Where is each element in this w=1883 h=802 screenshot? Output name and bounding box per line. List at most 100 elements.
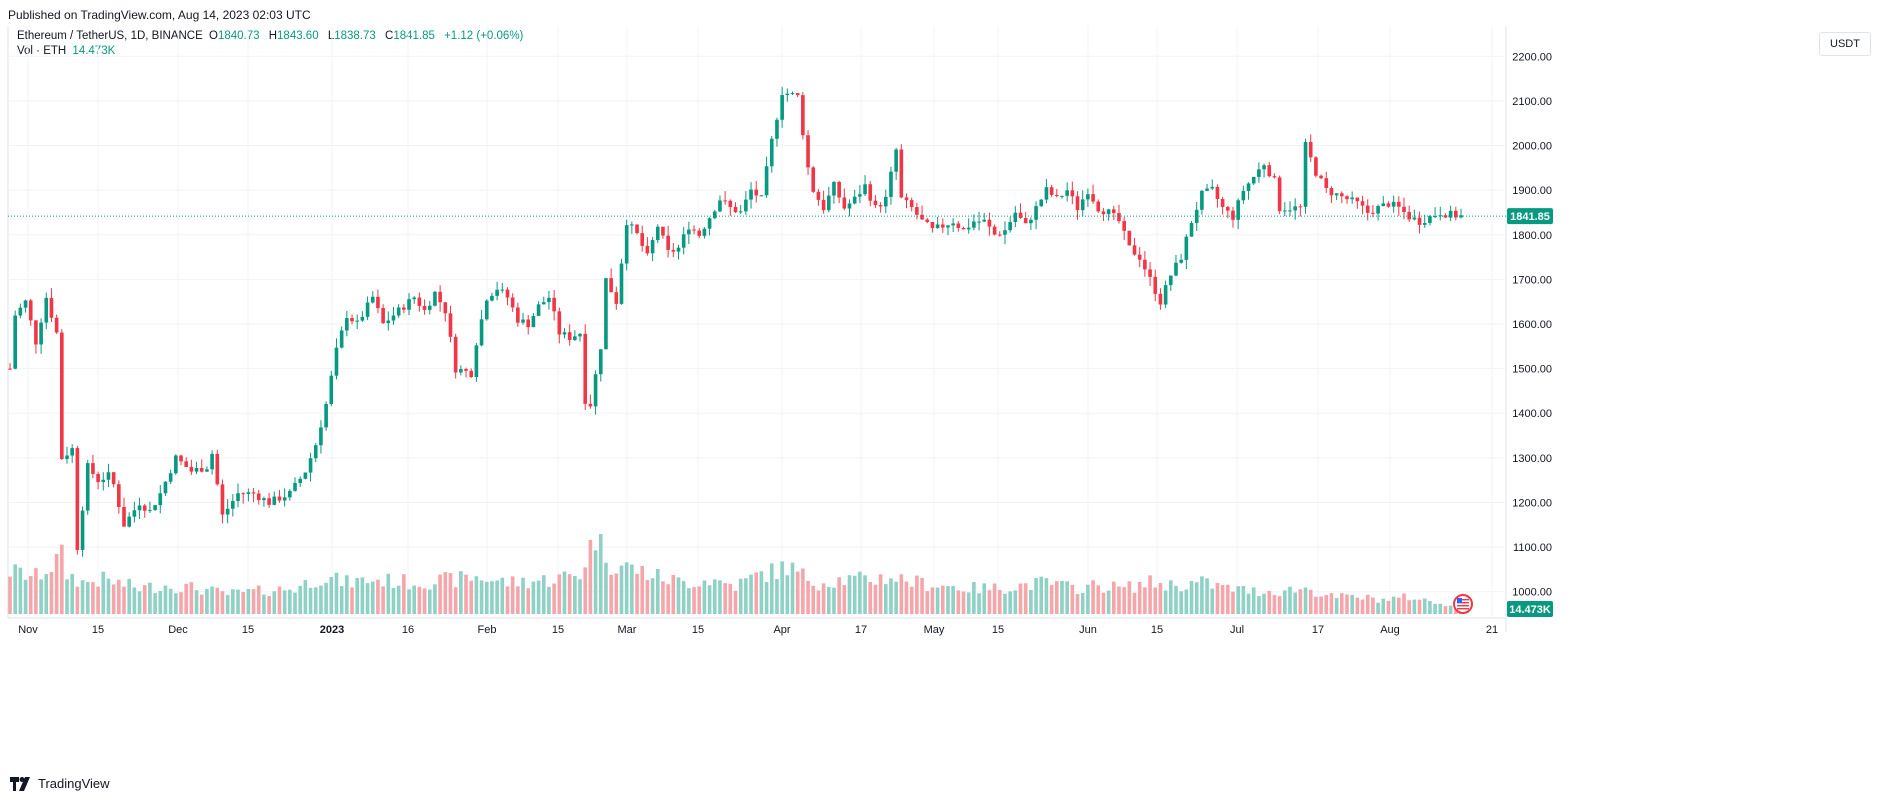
candle-body[interactable] (920, 214, 924, 220)
candle-body[interactable] (127, 516, 132, 527)
candle-body[interactable] (308, 458, 313, 473)
candle-body[interactable] (754, 189, 759, 196)
candle-body[interactable] (179, 455, 183, 462)
candle-body[interactable] (91, 463, 95, 474)
candle-body[interactable] (1106, 209, 1111, 215)
candle-body[interactable] (438, 291, 442, 303)
candle-body[interactable] (640, 233, 645, 246)
candle-body[interactable] (1023, 218, 1028, 224)
candle-body[interactable] (417, 297, 422, 306)
candle-body[interactable] (1272, 176, 1277, 178)
candle-body[interactable] (733, 206, 738, 213)
candle-body[interactable] (987, 219, 992, 227)
candle-body[interactable] (469, 370, 474, 377)
candle-body[interactable] (293, 482, 297, 491)
candle-body[interactable] (1220, 198, 1225, 207)
candle-body[interactable] (101, 479, 106, 483)
candle-body[interactable] (8, 368, 12, 370)
candle-body[interactable] (946, 225, 950, 228)
candle-body[interactable] (1277, 177, 1282, 212)
candle-body[interactable] (1215, 186, 1220, 199)
candle-body[interactable] (1298, 206, 1303, 208)
candle-body[interactable] (961, 227, 966, 230)
candle-body[interactable] (966, 227, 971, 230)
candle-body[interactable] (1054, 194, 1059, 197)
candle-body[interactable] (370, 296, 375, 303)
candle-body[interactable] (526, 319, 531, 328)
candle-body[interactable] (355, 320, 360, 322)
candle-body[interactable] (536, 304, 541, 316)
candle-body[interactable] (288, 490, 292, 498)
candle-body[interactable] (972, 221, 976, 228)
candle-body[interactable] (728, 200, 733, 207)
candle-body[interactable] (319, 427, 323, 446)
candle-body[interactable] (1417, 217, 1422, 225)
candle-body[interactable] (334, 347, 339, 376)
candle-body[interactable] (1158, 293, 1163, 305)
candle-body[interactable] (474, 345, 479, 377)
candle-body[interactable] (1267, 165, 1272, 177)
candle-body[interactable] (614, 292, 619, 304)
candle-body[interactable] (1060, 195, 1064, 197)
candle-body[interactable] (1303, 141, 1308, 207)
candle-body[interactable] (749, 189, 753, 200)
candle-body[interactable] (769, 138, 774, 167)
candle-body[interactable] (645, 245, 650, 254)
candle-body[interactable] (1236, 200, 1240, 220)
candle-body[interactable] (1065, 190, 1069, 196)
candle-body[interactable] (635, 224, 639, 234)
candle-body[interactable] (220, 484, 225, 515)
candle-body[interactable] (655, 226, 660, 241)
candle-body[interactable] (873, 200, 878, 206)
candle-body[interactable] (1308, 141, 1313, 158)
currency-selector[interactable]: USDT (1819, 32, 1871, 56)
candle-body[interactable] (521, 319, 525, 323)
candle-body[interactable] (598, 349, 603, 375)
candle-body[interactable] (785, 93, 790, 96)
candle-body[interactable] (1319, 175, 1323, 179)
candle-body[interactable] (1003, 230, 1007, 235)
candle-body[interactable] (904, 197, 909, 201)
candle-body[interactable] (940, 224, 945, 228)
candle-body[interactable] (1153, 276, 1158, 294)
candle-body[interactable] (1008, 222, 1012, 231)
candle-body[interactable] (402, 307, 406, 310)
candle-body[interactable] (396, 307, 401, 316)
candle-body[interactable] (1438, 215, 1443, 217)
candle-body[interactable] (80, 510, 85, 551)
candle-body[interactable] (930, 222, 935, 228)
candle-body[interactable] (49, 297, 54, 318)
candle-body[interactable] (738, 211, 743, 213)
candle-body[interactable] (111, 472, 116, 485)
candle-body[interactable] (225, 508, 230, 515)
candle-body[interactable] (1148, 269, 1152, 277)
candle-body[interactable] (199, 468, 204, 472)
candle-body[interactable] (801, 95, 805, 136)
candle-body[interactable] (883, 196, 888, 207)
candle-body[interactable] (215, 453, 220, 485)
candle-body[interactable] (427, 305, 432, 310)
candle-body[interactable] (339, 330, 344, 348)
candle-body[interactable] (1070, 190, 1075, 197)
candle-body[interactable] (712, 211, 717, 219)
candle-body[interactable] (1257, 169, 1261, 177)
candle-body[interactable] (676, 247, 681, 252)
candle-body[interactable] (795, 93, 800, 96)
candle-body[interactable] (282, 497, 287, 501)
candle-body[interactable] (1127, 230, 1132, 246)
candle-body[interactable] (329, 375, 334, 405)
candle-body[interactable] (1371, 212, 1375, 214)
candle-body[interactable] (464, 369, 468, 371)
candle-body[interactable] (381, 307, 385, 324)
candle-body[interactable] (531, 315, 536, 328)
candle-body[interactable] (702, 228, 707, 236)
candle-body[interactable] (1324, 178, 1329, 189)
candle-body[interactable] (852, 196, 857, 204)
candle-body[interactable] (878, 205, 883, 207)
candle-body[interactable] (977, 221, 981, 223)
candle-body[interactable] (1205, 188, 1209, 191)
candle-body[interactable] (593, 374, 598, 407)
candle-body[interactable] (65, 455, 69, 460)
candle-body[interactable] (194, 468, 199, 472)
